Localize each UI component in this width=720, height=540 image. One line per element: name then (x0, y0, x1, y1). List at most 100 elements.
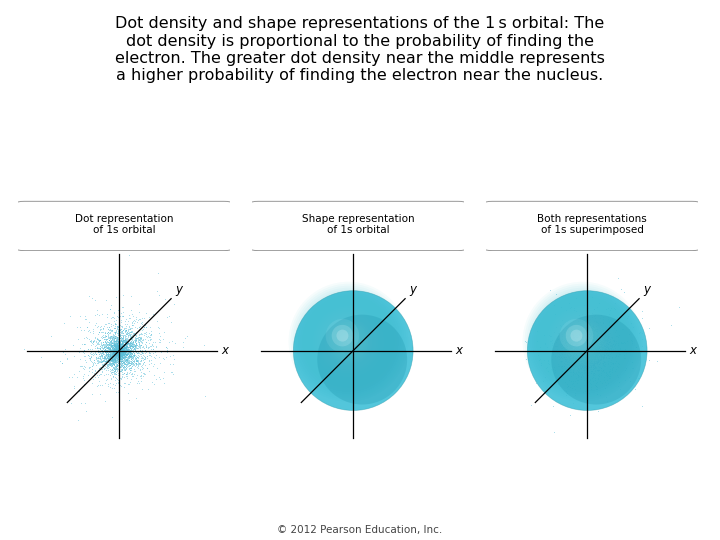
Point (94, 355, 106, 363)
Point (104, 352, 115, 360)
Point (576, 360, 588, 369)
Point (114, 348, 126, 357)
Point (553, 340, 564, 348)
Point (112, 350, 124, 359)
Point (120, 346, 131, 355)
Point (582, 348, 593, 356)
Point (140, 338, 151, 347)
Point (97, 341, 109, 349)
Point (126, 355, 138, 364)
Point (113, 347, 125, 356)
Point (114, 343, 125, 352)
Point (579, 333, 590, 342)
Point (128, 342, 140, 350)
Point (572, 348, 583, 356)
Point (128, 355, 140, 364)
Point (580, 349, 591, 358)
Point (587, 339, 598, 348)
Point (120, 349, 131, 357)
Point (109, 355, 120, 363)
Point (137, 360, 148, 368)
Point (572, 354, 584, 363)
Point (571, 348, 582, 357)
Point (120, 345, 131, 354)
Point (117, 347, 128, 355)
Point (115, 339, 127, 347)
Point (103, 363, 114, 372)
Point (590, 344, 602, 353)
Point (115, 354, 127, 362)
Point (114, 347, 125, 355)
Point (124, 354, 135, 362)
Point (112, 341, 123, 349)
Point (587, 347, 598, 355)
Point (613, 347, 624, 356)
Point (572, 338, 584, 346)
Point (109, 345, 121, 353)
Point (119, 347, 130, 355)
Point (109, 338, 120, 346)
Point (600, 330, 611, 339)
Point (114, 353, 125, 362)
Point (136, 333, 148, 342)
Point (87, 329, 99, 338)
Point (588, 332, 600, 340)
Point (586, 348, 598, 356)
Point (110, 368, 122, 376)
Point (103, 360, 114, 368)
Point (124, 352, 135, 361)
Point (112, 341, 124, 349)
Point (575, 350, 586, 359)
Point (582, 345, 593, 354)
Point (582, 344, 593, 353)
Point (114, 347, 125, 355)
Point (116, 345, 127, 354)
Point (198, 340, 210, 349)
Point (581, 338, 593, 347)
Point (581, 346, 593, 355)
Point (128, 357, 140, 366)
Point (107, 343, 118, 352)
Point (588, 304, 600, 313)
Point (586, 345, 598, 353)
Point (126, 334, 138, 342)
Point (590, 381, 601, 390)
Point (139, 339, 150, 348)
Point (581, 343, 593, 352)
Point (118, 364, 130, 373)
Point (582, 349, 593, 357)
Point (586, 345, 598, 353)
Point (108, 343, 120, 352)
Point (588, 335, 600, 343)
Point (113, 352, 125, 360)
Point (587, 336, 598, 345)
Point (582, 342, 593, 351)
Point (570, 338, 581, 347)
Point (110, 363, 122, 372)
Point (570, 348, 582, 356)
Point (594, 344, 606, 353)
Point (118, 342, 130, 351)
Point (564, 338, 576, 346)
Point (578, 363, 590, 372)
Point (582, 363, 593, 372)
Point (576, 341, 588, 349)
Point (117, 351, 129, 360)
Point (572, 357, 583, 366)
Point (581, 345, 593, 354)
Point (573, 345, 585, 353)
Point (127, 342, 139, 351)
Point (575, 350, 587, 359)
Point (560, 337, 572, 346)
Point (109, 348, 120, 356)
Point (102, 341, 114, 349)
Point (601, 343, 613, 352)
Point (584, 358, 595, 367)
Point (570, 354, 581, 362)
Point (588, 361, 600, 369)
Point (121, 347, 132, 355)
Point (578, 346, 590, 354)
Point (595, 327, 607, 336)
Point (587, 340, 598, 349)
Point (573, 341, 585, 350)
